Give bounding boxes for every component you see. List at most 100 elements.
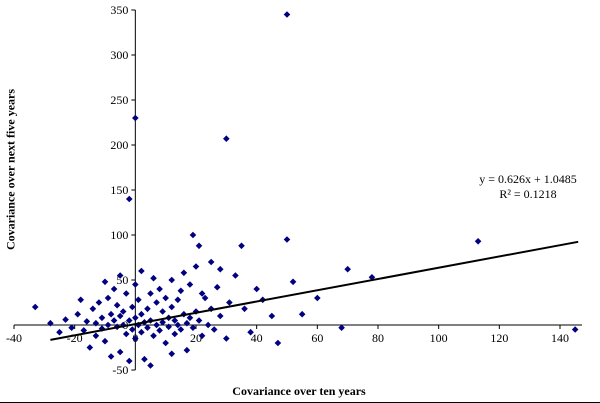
data-point — [92, 319, 100, 327]
data-point — [144, 305, 151, 313]
data-point — [141, 355, 148, 363]
x-tick-label: 140 — [551, 331, 569, 345]
data-point — [171, 330, 179, 338]
data-point — [153, 321, 160, 329]
data-point — [198, 290, 206, 297]
data-point — [268, 312, 276, 320]
data-point — [95, 299, 103, 306]
data-point — [125, 195, 133, 203]
data-point — [189, 324, 197, 331]
data-point — [116, 348, 124, 356]
data-point — [283, 11, 291, 18]
data-point — [74, 310, 81, 318]
data-point — [223, 135, 230, 142]
data-point — [128, 303, 136, 311]
data-point — [132, 335, 139, 342]
data-point — [132, 114, 139, 122]
data-point — [201, 294, 209, 302]
data-point — [247, 328, 254, 336]
data-point — [186, 281, 194, 288]
data-point — [101, 278, 109, 286]
data-point — [368, 274, 376, 281]
data-point — [186, 314, 194, 322]
data-point — [162, 339, 169, 347]
data-point — [147, 362, 154, 369]
data-point — [571, 326, 579, 333]
data-point — [338, 324, 345, 331]
data-point — [104, 294, 112, 302]
data-point — [138, 328, 145, 336]
x-tick-label: 120 — [490, 331, 508, 345]
data-point — [62, 316, 69, 323]
x-tick-label: 20 — [190, 331, 202, 345]
data-point — [159, 308, 166, 315]
data-point — [135, 296, 142, 304]
data-point — [128, 326, 136, 333]
data-point — [132, 314, 139, 322]
trendline-equation: y = 0.626x + 1.0485 R² = 0.1218 — [430, 172, 600, 202]
data-point — [156, 285, 163, 293]
data-point — [150, 274, 157, 282]
data-point — [86, 344, 94, 351]
y-axis-title: Covariance over next five years — [3, 88, 18, 251]
data-point — [183, 319, 191, 327]
data-point — [238, 242, 245, 250]
data-point — [168, 276, 176, 284]
data-point — [47, 319, 54, 327]
data-point — [274, 339, 282, 347]
data-point — [195, 242, 203, 250]
data-point — [110, 317, 118, 324]
data-point — [110, 285, 118, 293]
data-point — [159, 319, 166, 326]
data-point — [31, 303, 39, 311]
y-tick-label: -50 — [112, 363, 128, 377]
data-point — [198, 332, 206, 340]
x-tick-label: 60 — [311, 331, 323, 345]
data-point — [192, 308, 200, 315]
equation-line: y = 0.626x + 1.0485 — [479, 172, 577, 186]
data-point — [125, 357, 133, 365]
data-point — [125, 317, 133, 324]
x-tick-label: 40 — [251, 331, 263, 345]
y-tick-label: 350 — [110, 3, 128, 17]
data-point — [174, 296, 182, 304]
y-tick-label: 150 — [110, 183, 128, 197]
data-point — [226, 299, 233, 306]
trend-line — [50, 240, 579, 341]
data-point — [116, 272, 124, 279]
data-point — [107, 310, 115, 318]
data-point — [107, 353, 115, 360]
data-point — [474, 238, 482, 245]
data-point — [189, 231, 197, 239]
data-point — [147, 290, 154, 297]
data-point — [174, 321, 182, 329]
data-point — [56, 328, 63, 336]
y-tick-label: 200 — [110, 138, 128, 152]
data-point — [253, 285, 260, 293]
data-point — [122, 290, 130, 297]
data-point — [98, 314, 106, 322]
data-point — [216, 312, 224, 320]
data-point — [314, 294, 321, 302]
data-point — [165, 323, 172, 331]
data-point — [156, 327, 163, 334]
data-point — [162, 294, 169, 302]
data-point — [89, 305, 97, 313]
y-tick-label: 250 — [110, 93, 128, 107]
data-point — [344, 265, 351, 273]
x-tick-label: 100 — [430, 331, 448, 345]
data-point — [207, 258, 215, 266]
data-point — [104, 321, 112, 329]
data-point — [192, 263, 200, 270]
data-point — [213, 283, 221, 291]
data-point — [210, 326, 218, 333]
data-point — [241, 305, 248, 313]
data-point — [204, 321, 212, 329]
data-point — [122, 330, 130, 338]
y-tick-label: 100 — [110, 228, 128, 242]
data-point — [80, 327, 88, 334]
data-point — [180, 269, 188, 277]
data-point — [144, 324, 151, 331]
data-point — [83, 318, 91, 325]
